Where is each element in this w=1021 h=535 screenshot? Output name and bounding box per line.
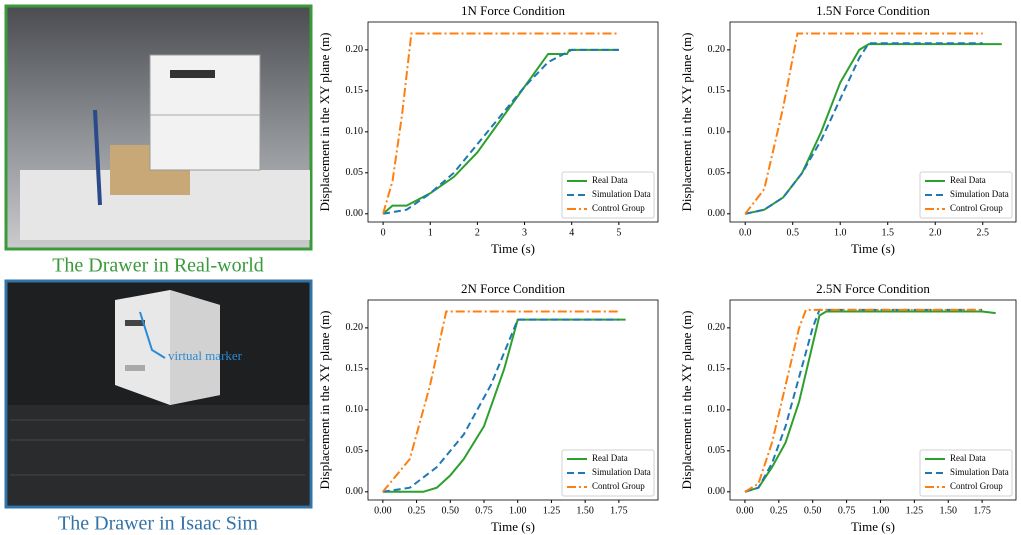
y-tick-label: 0.15: [708, 85, 726, 96]
x-tick-label: 0.25: [408, 505, 426, 516]
y-tick-label: 0.05: [346, 445, 364, 456]
y-axis-label: Displacement in the XY plane (m): [679, 33, 694, 212]
series-line: [382, 48, 619, 215]
caption: The Drawer in Real-world: [52, 255, 264, 277]
series-line: [382, 48, 619, 215]
y-tick-label: 0.20: [346, 44, 364, 55]
chart-title: 1N Force Condition: [461, 3, 565, 18]
y-tick-label: 0.05: [708, 445, 726, 456]
plot-frame: [367, 21, 659, 223]
y-tick-label: 0.10: [346, 404, 364, 415]
x-tick-label: 1.75: [973, 505, 991, 516]
x-tick-label: 0.0: [739, 227, 752, 238]
y-tick-label: 0.00: [346, 208, 364, 219]
legend-label: Real Data: [950, 175, 986, 185]
x-axis-label: Time (s): [851, 241, 895, 256]
x-tick-label: 1.25: [906, 505, 924, 516]
y-tick-label: 0.05: [708, 167, 726, 178]
x-tick-label: 0.25: [770, 505, 788, 516]
x-tick-label: 0: [381, 227, 386, 238]
legend-label: Simulation Data: [592, 189, 651, 199]
x-tick-label: 1.25: [543, 505, 561, 516]
x-tick-label: 0.75: [475, 505, 493, 516]
y-tick-label: 0.00: [346, 486, 364, 497]
legend-label: Real Data: [592, 453, 628, 463]
y-tick-label: 0.20: [708, 322, 726, 333]
legend-label: Simulation Data: [950, 189, 1009, 199]
y-tick-label: 0.00: [708, 208, 726, 219]
y-tick-label: 0.15: [708, 363, 726, 374]
legend-label: Simulation Data: [592, 467, 651, 477]
annotation: virtual marker: [168, 348, 243, 363]
x-tick-label: 4: [569, 227, 574, 238]
x-tick-label: 1.0: [834, 227, 847, 238]
plot-frame: [729, 299, 1017, 501]
legend-label: Control Group: [950, 481, 1003, 491]
y-tick-label: 0.00: [708, 486, 726, 497]
y-tick-label: 0.10: [708, 404, 726, 415]
x-tick-label: 2.0: [929, 227, 942, 238]
legend-box: [919, 449, 1013, 497]
x-tick-label: 2: [475, 227, 480, 238]
x-tick-label: 0.00: [736, 505, 754, 516]
x-tick-label: 5: [616, 227, 621, 238]
x-tick-label: 0.5: [786, 227, 799, 238]
x-tick-label: 0.50: [442, 505, 460, 516]
x-tick-label: 0.75: [838, 505, 856, 516]
y-axis-label: Displacement in the XY plane (m): [317, 311, 332, 490]
series-line: [382, 318, 626, 493]
legend-label: Control Group: [950, 203, 1003, 213]
x-tick-label: 1.00: [509, 505, 527, 516]
x-tick-label: 1.50: [576, 505, 594, 516]
chart-title: 2.5N Force Condition: [816, 281, 930, 296]
series-line: [744, 42, 983, 215]
x-axis-label: Time (s): [491, 519, 535, 534]
plot-frame: [367, 299, 659, 501]
y-axis-label: Displacement in the XY plane (m): [679, 311, 694, 490]
y-tick-label: 0.05: [346, 167, 364, 178]
x-axis-label: Time (s): [491, 241, 535, 256]
legend-box: [561, 171, 655, 219]
series-line: [744, 308, 983, 493]
plot-frame: [729, 21, 1017, 223]
x-tick-label: 1.50: [939, 505, 957, 516]
y-tick-label: 0.15: [346, 85, 364, 96]
chart-title: 1.5N Force Condition: [816, 3, 930, 18]
x-tick-label: 1.5: [881, 227, 894, 238]
y-tick-label: 0.20: [346, 322, 364, 333]
y-tick-label: 0.10: [346, 126, 364, 137]
legend-box: [561, 449, 655, 497]
x-tick-label: 3: [522, 227, 527, 238]
legend-label: Control Group: [592, 481, 645, 491]
x-axis-label: Time (s): [851, 519, 895, 534]
x-tick-label: 1.75: [610, 505, 628, 516]
x-tick-label: 1.00: [872, 505, 890, 516]
legend-label: Real Data: [950, 453, 986, 463]
x-tick-label: 0.50: [804, 505, 822, 516]
sim-screenshot: [4, 279, 313, 509]
x-tick-label: 2.5: [976, 227, 989, 238]
series-line: [744, 32, 983, 215]
legend-label: Real Data: [592, 175, 628, 185]
caption: The Drawer in Isaac Sim: [58, 513, 258, 535]
legend-label: Simulation Data: [950, 467, 1009, 477]
x-tick-label: 1: [428, 227, 433, 238]
legend-label: Control Group: [592, 203, 645, 213]
y-axis-label: Displacement in the XY plane (m): [317, 33, 332, 212]
y-tick-label: 0.10: [708, 126, 726, 137]
y-tick-label: 0.15: [346, 363, 364, 374]
series-line: [382, 32, 619, 215]
legend-box: [919, 171, 1013, 219]
y-tick-label: 0.20: [708, 44, 726, 55]
chart-title: 2N Force Condition: [461, 281, 565, 296]
x-tick-label: 0.00: [374, 505, 392, 516]
real-photo: [4, 4, 313, 251]
